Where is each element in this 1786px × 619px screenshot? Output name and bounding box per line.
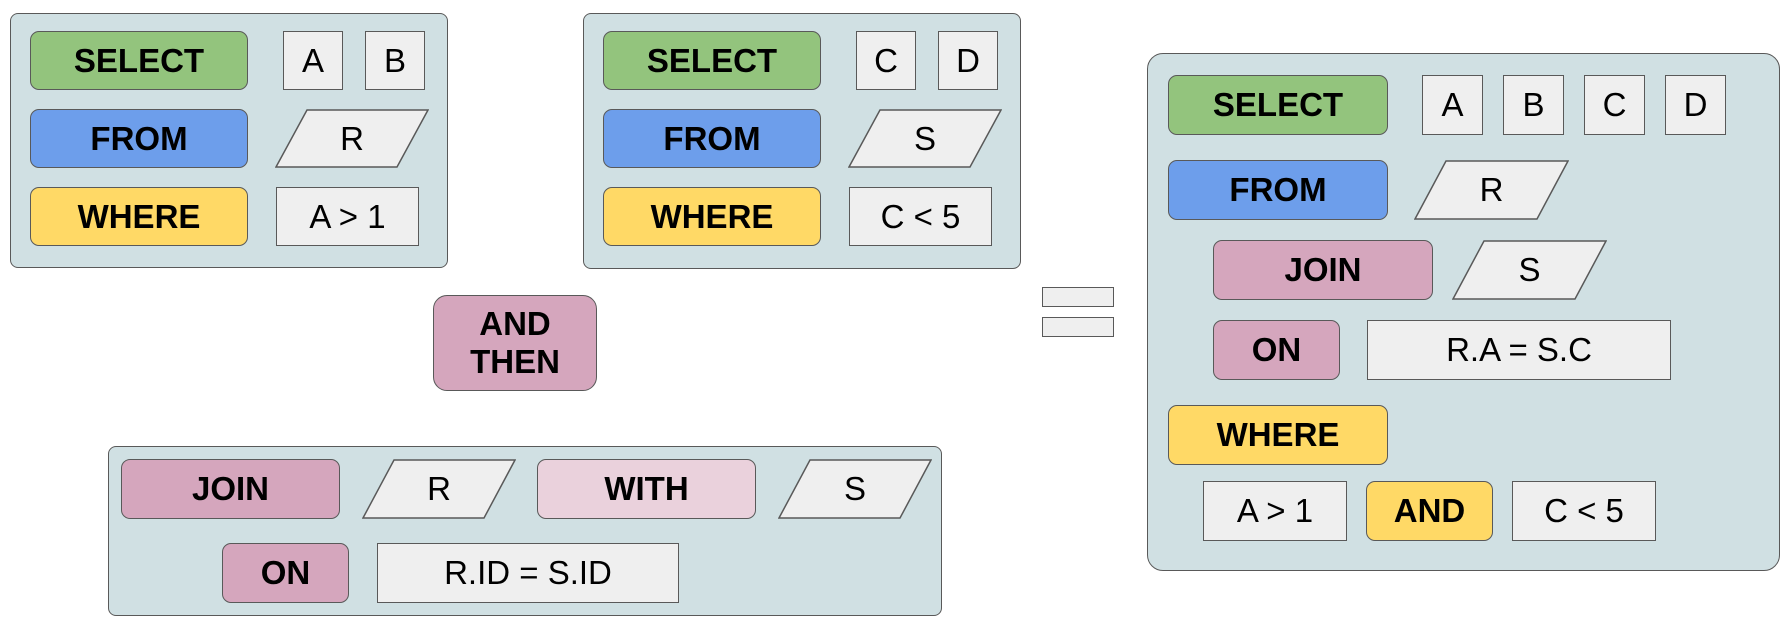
query-two-where-keyword: WHERE [603,187,821,246]
result-on-condition: R.A = S.C [1367,320,1671,380]
join-spec-on-keyword: ON [222,543,349,603]
query-two-column-d: D [938,31,998,90]
query-two-select-keyword: SELECT [603,31,821,90]
result-column-a: A [1422,75,1483,135]
query-one-column-b: B [365,31,425,90]
query-one-table-label: R [340,119,364,157]
parallelogram-shape [362,459,516,519]
join-spec-left-table-label: R [427,470,451,507]
result-from-keyword: FROM [1168,160,1388,220]
result-and-keyword: AND [1366,481,1493,541]
result-where-keyword: WHERE [1168,405,1388,465]
join-spec-left-table: R [362,459,516,519]
parallelogram-shape [1414,160,1569,220]
query-one-where-keyword: WHERE [30,187,248,246]
result-select-keyword: SELECT [1168,75,1388,135]
query-one-column-a: A [283,31,343,90]
combinator-line-2: THEN [470,343,560,380]
query-one-select-keyword: SELECT [30,31,248,90]
query-two-from-keyword: FROM [603,109,821,168]
combinator-line-1: AND [479,305,551,343]
result-join-table: S [1452,240,1607,300]
result-column-c: C [1584,75,1645,135]
result-column-b: B [1503,75,1564,135]
join-spec-right-table: S [778,459,932,519]
query-one-table: R [275,109,429,168]
result-join-table-label: S [1518,251,1541,288]
query-one-from-keyword: FROM [30,109,248,168]
parallelogram-shape [778,459,932,519]
result-column-d: D [1665,75,1726,135]
result-on-keyword: ON [1213,320,1340,380]
result-join-keyword: JOIN [1213,240,1433,300]
parallelogram-shape [848,109,1002,168]
join-spec-condition: R.ID = S.ID [377,543,679,603]
join-spec-right-table-label: S [843,470,866,507]
query-two-table-label: S [913,119,936,157]
and-then-combinator: AND THEN [433,295,597,391]
result-from-table-label: R [1479,171,1504,208]
result-condition-left: A > 1 [1203,481,1347,541]
join-spec-join-keyword: JOIN [121,459,340,519]
equals-sign-bottom-bar [1042,317,1114,337]
equals-sign-top-bar [1042,287,1114,307]
parallelogram-shape [275,109,429,168]
query-two-table: S [848,109,1002,168]
parallelogram-shape [1452,240,1607,300]
query-one-condition: A > 1 [276,187,419,246]
result-condition-right: C < 5 [1512,481,1656,541]
query-two-condition: C < 5 [849,187,992,246]
result-from-table: R [1414,160,1569,220]
join-spec-with-keyword: WITH [537,459,756,519]
query-two-column-c: C [856,31,916,90]
